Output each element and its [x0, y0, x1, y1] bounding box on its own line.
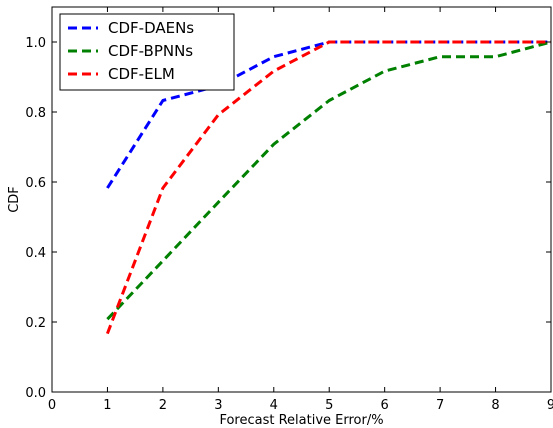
y-tick-label: 0.0 [25, 386, 46, 401]
x-tick-label: 9 [547, 398, 553, 413]
x-tick-label: 0 [48, 398, 56, 413]
y-tick-label: 1.0 [25, 36, 46, 51]
y-tick-label: 0.8 [25, 106, 46, 121]
series-layer [105, 40, 551, 335]
x-tick-label: 2 [159, 398, 167, 413]
x-tick-label: 7 [436, 398, 444, 413]
x-tick-label: 8 [491, 398, 499, 413]
y-tick-label: 0.6 [25, 176, 46, 191]
legend-label: CDF-DAENs [108, 19, 194, 37]
y-tick-label: 0.2 [25, 316, 46, 331]
x-tick-label: 4 [270, 398, 278, 413]
legend-label: CDF-BPNNs [108, 42, 193, 60]
y-tick-label: 0.4 [25, 246, 46, 261]
x-tick-label: 5 [325, 398, 333, 413]
legend-label: CDF-ELM [108, 65, 175, 83]
x-tick-label: 6 [381, 398, 389, 413]
legend: CDF-DAENs CDF-BPNNs CDF-ELM [59, 13, 235, 91]
x-tick-label: 3 [214, 398, 222, 413]
y-axis-label: CDF [7, 186, 22, 213]
plot-frame [51, 6, 552, 393]
x-axis: 0 1 2 3 4 5 6 7 8 9 [48, 7, 553, 413]
series-line-2 [106, 40, 551, 321]
series-line-3 [105, 40, 551, 335]
x-tick-label: 1 [103, 398, 111, 413]
y-axis: 0.0 0.2 0.4 0.6 0.8 1.0 [25, 36, 551, 401]
x-axis-label: Forecast Relative Error/% [219, 413, 383, 428]
